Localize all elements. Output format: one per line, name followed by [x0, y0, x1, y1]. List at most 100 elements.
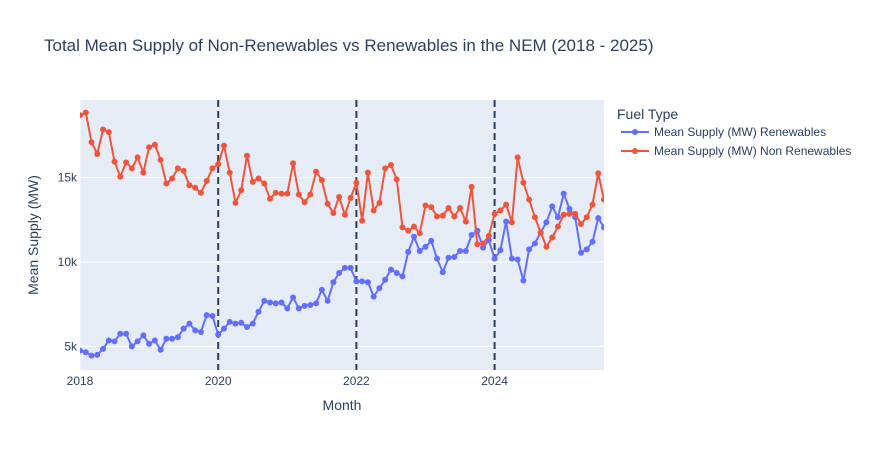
data-point[interactable]: [146, 340, 153, 347]
data-point[interactable]: [272, 189, 279, 196]
data-point[interactable]: [370, 207, 377, 214]
data-point[interactable]: [347, 194, 354, 201]
data-point[interactable]: [318, 286, 325, 293]
data-point[interactable]: [324, 297, 331, 304]
data-point[interactable]: [267, 299, 274, 306]
data-point[interactable]: [485, 232, 492, 239]
data-point[interactable]: [468, 232, 475, 238]
data-point[interactable]: [186, 182, 193, 189]
data-point[interactable]: [601, 224, 607, 231]
data-point[interactable]: [514, 154, 521, 161]
data-point[interactable]: [123, 159, 130, 166]
data-point[interactable]: [387, 161, 394, 168]
data-point[interactable]: [549, 234, 556, 241]
data-point[interactable]: [537, 229, 544, 236]
data-point[interactable]: [353, 179, 360, 186]
data-point[interactable]: [174, 165, 181, 172]
data-point[interactable]: [601, 196, 607, 203]
data-point[interactable]: [416, 230, 423, 237]
data-point[interactable]: [336, 269, 343, 276]
data-point[interactable]: [203, 178, 210, 184]
data-point[interactable]: [255, 175, 262, 182]
data-point[interactable]: [140, 332, 147, 339]
data-point[interactable]: [82, 109, 89, 116]
data-point[interactable]: [382, 165, 389, 172]
data-point[interactable]: [324, 200, 331, 207]
data-point[interactable]: [457, 205, 464, 211]
data-point[interactable]: [209, 313, 216, 319]
data-point[interactable]: [520, 179, 527, 186]
data-point[interactable]: [278, 299, 285, 306]
data-point[interactable]: [301, 199, 308, 206]
data-point[interactable]: [428, 204, 435, 211]
data-point[interactable]: [336, 194, 343, 201]
data-point[interactable]: [387, 266, 394, 273]
data-point[interactable]: [434, 213, 441, 220]
data-point[interactable]: [480, 240, 487, 247]
data-point[interactable]: [261, 180, 268, 187]
data-point[interactable]: [232, 320, 239, 327]
data-point[interactable]: [376, 199, 383, 206]
legend-item[interactable]: Mean Supply (MW) Renewables: [621, 125, 826, 139]
data-point[interactable]: [531, 214, 538, 221]
data-point[interactable]: [497, 207, 504, 214]
data-point[interactable]: [508, 255, 515, 262]
data-point[interactable]: [364, 279, 371, 286]
data-point[interactable]: [151, 141, 158, 148]
data-point[interactable]: [359, 217, 366, 224]
data-point[interactable]: [249, 320, 256, 327]
data-point[interactable]: [157, 156, 164, 163]
data-point[interactable]: [503, 201, 510, 208]
data-point[interactable]: [491, 210, 498, 217]
data-point[interactable]: [255, 308, 262, 315]
data-point[interactable]: [577, 221, 584, 228]
data-point[interactable]: [462, 218, 469, 225]
data-point[interactable]: [128, 343, 135, 350]
data-point[interactable]: [554, 214, 561, 221]
data-point[interactable]: [554, 223, 561, 230]
data-point[interactable]: [410, 233, 417, 240]
data-point[interactable]: [272, 300, 279, 307]
data-point[interactable]: [595, 170, 602, 177]
data-point[interactable]: [123, 330, 130, 337]
data-point[interactable]: [105, 337, 112, 344]
data-point[interactable]: [445, 254, 452, 261]
data-point[interactable]: [370, 293, 377, 300]
data-point[interactable]: [243, 152, 250, 159]
data-point[interactable]: [290, 294, 297, 301]
data-point[interactable]: [543, 243, 550, 250]
data-point[interactable]: [94, 351, 101, 358]
data-point[interactable]: [117, 330, 124, 337]
data-point[interactable]: [526, 196, 533, 203]
data-point[interactable]: [232, 199, 239, 206]
data-point[interactable]: [278, 190, 285, 197]
data-point[interactable]: [468, 183, 475, 190]
data-point[interactable]: [215, 161, 222, 168]
data-point[interactable]: [330, 279, 337, 286]
data-point[interactable]: [307, 191, 314, 198]
data-point[interactable]: [462, 248, 469, 255]
data-point[interactable]: [434, 255, 441, 262]
data-point[interactable]: [192, 327, 199, 334]
data-point[interactable]: [238, 187, 245, 194]
data-point[interactable]: [140, 169, 147, 176]
data-point[interactable]: [313, 168, 320, 175]
data-point[interactable]: [480, 244, 487, 251]
data-point[interactable]: [399, 273, 406, 280]
data-point[interactable]: [100, 126, 107, 133]
data-point[interactable]: [249, 178, 256, 185]
data-point[interactable]: [105, 129, 112, 136]
data-point[interactable]: [111, 158, 118, 165]
data-point[interactable]: [77, 112, 83, 119]
data-point[interactable]: [226, 318, 233, 325]
data-point[interactable]: [364, 169, 371, 176]
data-point[interactable]: [583, 246, 590, 253]
data-point[interactable]: [341, 211, 348, 218]
data-point[interactable]: [192, 184, 199, 191]
data-point[interactable]: [560, 190, 567, 197]
data-point[interactable]: [174, 334, 181, 341]
data-point[interactable]: [261, 297, 268, 304]
data-point[interactable]: [399, 224, 406, 231]
data-point[interactable]: [301, 302, 308, 309]
data-point[interactable]: [220, 325, 227, 332]
